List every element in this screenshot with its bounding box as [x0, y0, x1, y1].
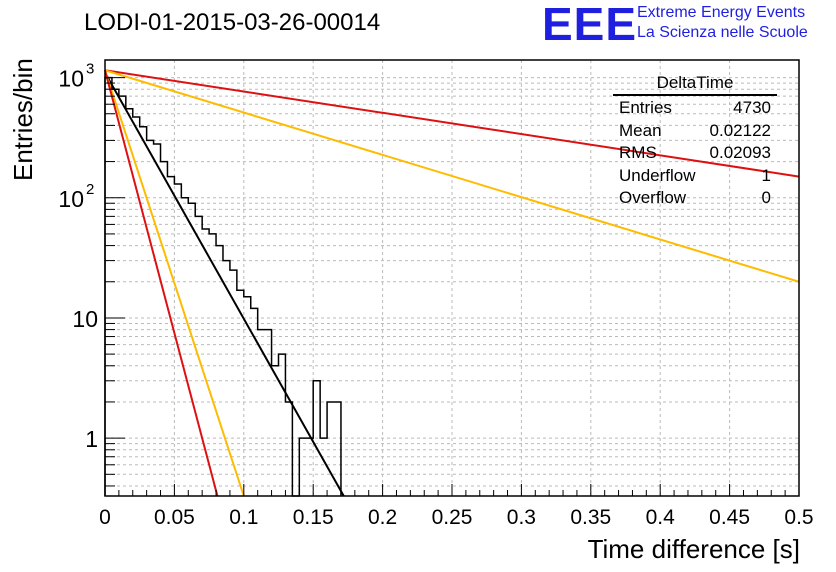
stats-divider — [613, 94, 777, 96]
y-tick-exponent: 2 — [86, 181, 94, 198]
y-axis-label: Entries/bin — [8, 58, 39, 181]
x-tick-label: 0 — [99, 506, 111, 529]
x-tick-label: 0.05 — [154, 506, 195, 529]
stats-row-overflow: Overflow 0 — [613, 187, 777, 210]
fit-line — [105, 70, 217, 496]
x-tick-label: 0.15 — [293, 506, 334, 529]
x-tick-label: 0.1 — [229, 506, 258, 529]
y-tick-exponent: 3 — [86, 61, 94, 78]
stats-value: 0 — [762, 187, 771, 210]
stats-label: Underflow — [619, 165, 696, 188]
y-tick-label: 10 — [58, 66, 84, 92]
x-tick-label: 0.4 — [646, 506, 676, 529]
stats-value: 4730 — [733, 97, 771, 120]
x-tick-label: 0.25 — [432, 506, 473, 529]
y-tick-label: 10 — [58, 186, 84, 212]
stats-label: Entries — [619, 97, 672, 120]
chart-title: LODI-01-2015-03-26-00014 — [84, 9, 380, 37]
x-axis-ticks: 0 0.05 0.1 0.15 0.2 0.25 0.3 0.35 0.4 0.45 0.5 — [99, 484, 813, 529]
x-tick-label: 0.3 — [507, 506, 536, 529]
stats-value: 1 — [762, 165, 771, 188]
x-tick-label: 0.45 — [709, 506, 750, 529]
stats-row-entries: Entries 4730 — [613, 97, 777, 120]
logo-subtitle-1: Extreme Energy Events — [637, 4, 805, 22]
fit-line — [105, 73, 344, 496]
stats-row-mean: Mean 0.02122 — [613, 120, 777, 143]
logo-subtitle-2: La Scienza nelle Scuole — [637, 24, 808, 42]
stats-label: Overflow — [619, 187, 686, 210]
stats-box: DeltaTime Entries 4730 Mean 0.02122 RMS … — [613, 72, 777, 210]
eee-logo: EEE — [542, 0, 637, 48]
stats-label: RMS — [619, 142, 657, 165]
x-axis-label: Time difference [s] — [588, 534, 800, 565]
stats-row-rms: RMS 0.02093 — [613, 142, 777, 165]
stats-value: 0.02093 — [710, 142, 771, 165]
y-tick-label: 10 — [72, 306, 98, 332]
x-tick-label: 0.5 — [784, 506, 813, 529]
stats-value: 0.02122 — [710, 120, 771, 143]
stats-label: Mean — [619, 120, 662, 143]
y-tick-label: 1 — [85, 426, 98, 452]
stats-row-underflow: Underflow 1 — [613, 165, 777, 188]
stats-title: DeltaTime — [613, 72, 777, 94]
x-tick-label: 0.35 — [570, 506, 611, 529]
x-tick-label: 0.2 — [368, 506, 397, 529]
